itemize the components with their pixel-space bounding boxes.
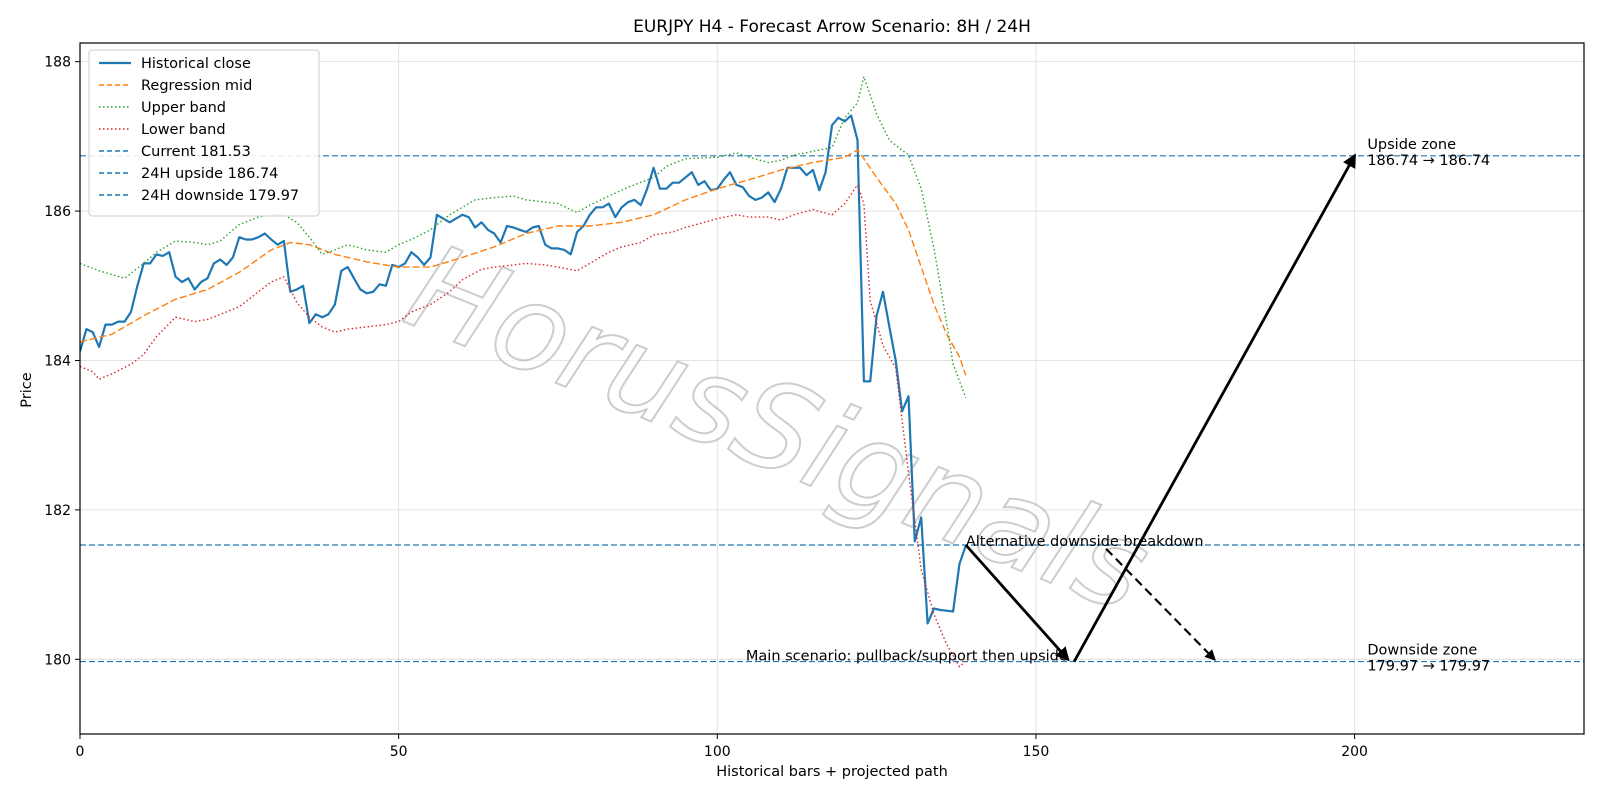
x-axis-ticks: 0 50 100 150 200: [76, 734, 1368, 760]
x-axis-label: Historical bars + projected path: [716, 764, 948, 780]
y-tick-label: 180: [44, 652, 71, 668]
legend-label: Current 181.53: [141, 144, 251, 160]
chart-title: EURJPY H4 - Forecast Arrow Scenario: 8H …: [633, 17, 1031, 37]
legend-label: Lower band: [141, 122, 226, 138]
series-line: [80, 184, 967, 668]
legend: Historical close Regression mid Upper band…: [88, 49, 320, 217]
scenario-arrow: [1072, 153, 1356, 663]
y-tick-label: 184: [44, 353, 71, 369]
y-tick-label: 188: [44, 55, 71, 71]
legend-label: Upper band: [141, 100, 226, 116]
x-tick-label: 150: [1023, 744, 1050, 760]
y-tick-label: 186: [44, 204, 71, 220]
annotation-text: Alternative downside breakdown: [966, 534, 1204, 550]
x-tick-label: 0: [76, 744, 85, 760]
scenario-arrow: [964, 544, 1070, 662]
legend-label: 24H upside 186.74: [141, 166, 278, 182]
scenario-arrows: [964, 153, 1356, 663]
plot-frame: [79, 42, 1585, 735]
scenario-arrow: [1105, 547, 1216, 661]
annotation-text: 186.74 → 186.74: [1367, 153, 1490, 169]
annotation-text: Downside zone: [1367, 643, 1477, 659]
reference-lines: [80, 155, 1584, 663]
series-line: [80, 149, 967, 376]
annotations: Alternative downside breakdown Main scena…: [746, 137, 1490, 675]
legend-label: Regression mid: [141, 78, 252, 94]
legend-label: Historical close: [141, 56, 251, 72]
legend-box: [88, 49, 320, 217]
y-tick-label: 182: [44, 503, 71, 519]
y-axis-ticks: 180 182 184 186 188: [44, 55, 80, 668]
x-tick-label: 100: [704, 744, 731, 760]
series-line: [80, 75, 967, 399]
watermark: HorusSignals: [389, 218, 1167, 640]
x-tick-label: 200: [1341, 744, 1368, 760]
series-line: [80, 114, 967, 625]
annotation-text: Main scenario: pullback/support then ups…: [746, 648, 1068, 664]
x-tick-label: 50: [390, 744, 408, 760]
legend-label: 24H downside 179.97: [141, 188, 299, 204]
y-axis-label: Price: [19, 372, 35, 407]
annotation-text: Upside zone: [1367, 137, 1456, 153]
series-lines: [80, 75, 967, 668]
annotation-text: 179.97 → 179.97: [1367, 659, 1490, 675]
grid: [79, 43, 1584, 734]
